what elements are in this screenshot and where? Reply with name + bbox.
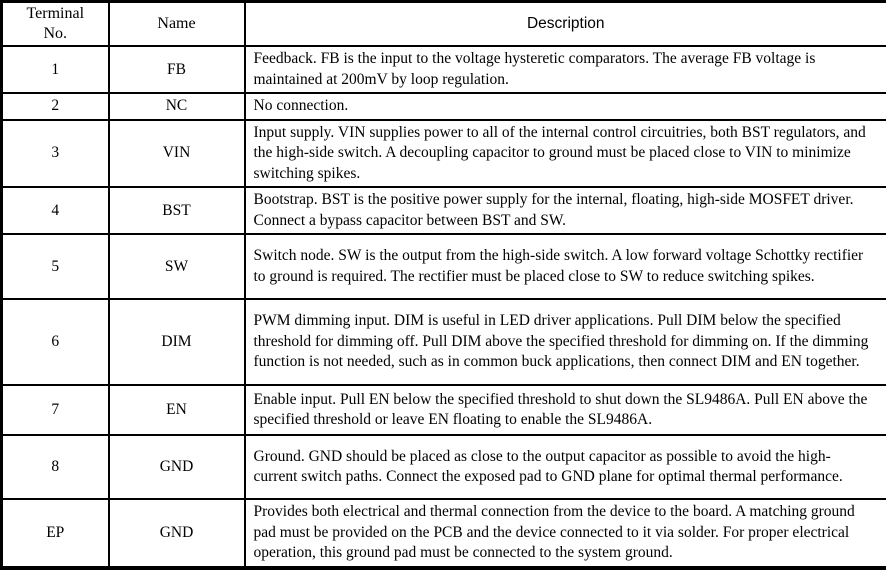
header-name: Name (107, 0, 246, 47)
description-cell: Provides both electrical and thermal con… (243, 498, 886, 569)
name-cell: DIM (107, 298, 246, 387)
terminal-no-cell: 5 (0, 233, 110, 301)
terminal-no-cell: 8 (0, 434, 110, 501)
terminal-no-cell: 7 (0, 384, 110, 437)
description-cell: Feedback. FB is the input to the voltage… (243, 44, 886, 95)
description-cell: PWM dimming input. DIM is useful in LED … (243, 298, 886, 387)
name-cell: GND (107, 498, 246, 569)
table-row: 3 VIN Input supply. VIN supplies power t… (0, 118, 886, 189)
table-row: EP GND Provides both electrical and ther… (0, 498, 886, 569)
description-cell: Input supply. VIN supplies power to all … (243, 118, 886, 189)
header-terminal-line2: No. (43, 25, 68, 42)
description-cell: Enable input. Pull EN below the specifie… (243, 384, 886, 437)
terminal-no-cell: 6 (0, 298, 110, 387)
name-cell: GND (107, 434, 246, 501)
name-cell: EN (107, 384, 246, 437)
table-row: 4 BST Bootstrap. BST is the positive pow… (0, 186, 886, 236)
table-row: 1 FB Feedback. FB is the input to the vo… (0, 44, 886, 95)
terminal-no-cell: 3 (0, 118, 110, 189)
terminal-no-cell: 2 (0, 92, 110, 121)
header-terminal-line1: Terminal (26, 5, 85, 22)
name-cell: FB (107, 44, 246, 95)
name-cell: NC (107, 92, 246, 121)
description-cell: Ground. GND should be placed as close to… (243, 434, 886, 501)
header-terminal-no: Terminal No. (0, 0, 110, 47)
name-cell: BST (107, 186, 246, 236)
terminal-no-cell: 4 (0, 186, 110, 236)
name-cell: SW (107, 233, 246, 301)
table-row: 2 NC No connection. (0, 92, 886, 121)
table-header-row: Terminal No. Name Description (0, 0, 886, 47)
table-row: 6 DIM PWM dimming input. DIM is useful i… (0, 298, 886, 387)
description-cell: Bootstrap. BST is the positive power sup… (243, 186, 886, 236)
table-row: 5 SW Switch node. SW is the output from … (0, 233, 886, 301)
table-row: 7 EN Enable input. Pull EN below the spe… (0, 384, 886, 437)
terminal-no-cell: 1 (0, 44, 110, 95)
description-cell: No connection. (243, 92, 886, 121)
description-cell: Switch node. SW is the output from the h… (243, 233, 886, 301)
table-row: 8 GND Ground. GND should be placed as cl… (0, 434, 886, 501)
header-description: Description (243, 0, 886, 47)
name-cell: VIN (107, 118, 246, 189)
terminal-no-cell: EP (0, 498, 110, 569)
